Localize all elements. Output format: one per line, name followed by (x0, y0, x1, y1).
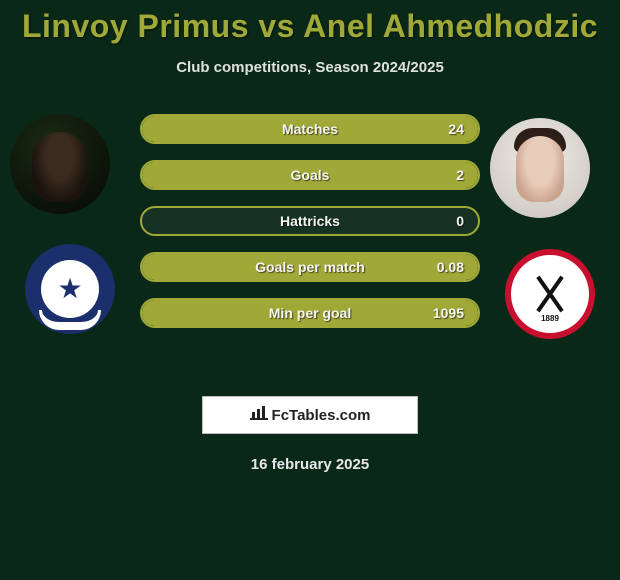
footer-date: 16 february 2025 (0, 456, 620, 473)
stat-label: Hattricks (280, 213, 340, 229)
club-left-crest (25, 244, 115, 334)
brand-name: FcTables.com (272, 407, 371, 424)
player-left-avatar (10, 114, 110, 214)
stat-value-right: 1095 (433, 305, 464, 321)
stat-pill: Hattricks 0 (140, 206, 480, 236)
player-right-avatar (490, 118, 590, 218)
stat-pills: Matches 24 Goals 2 Hattricks 0 Goals per match… (140, 114, 480, 328)
stat-value-right: 0 (456, 213, 464, 229)
club-right-year: 1889 (541, 314, 559, 323)
stat-pill: Matches 24 (140, 114, 480, 144)
stat-value-right: 24 (448, 121, 464, 137)
page-title: Linvoy Primus vs Anel Ahmedhodzic (0, 0, 620, 45)
stat-pill: Goals 2 (140, 160, 480, 190)
stat-value-right: 0.08 (437, 259, 464, 275)
brand-box: FcTables.com (202, 396, 418, 434)
comparison-panel: 1889 Matches 24 Goals 2 Hattricks 0 Goals per … (0, 114, 620, 374)
club-right-crest: 1889 (505, 249, 595, 339)
stat-value-right: 2 (456, 167, 464, 183)
stat-label: Goals (291, 167, 330, 183)
stat-pill: Goals per match 0.08 (140, 252, 480, 282)
page-subtitle: Club competitions, Season 2024/2025 (0, 59, 620, 76)
stat-label: Goals per match (255, 259, 365, 275)
stat-label: Min per goal (269, 305, 351, 321)
chart-icon (250, 406, 268, 425)
stat-label: Matches (282, 121, 338, 137)
stat-pill: Min per goal 1095 (140, 298, 480, 328)
